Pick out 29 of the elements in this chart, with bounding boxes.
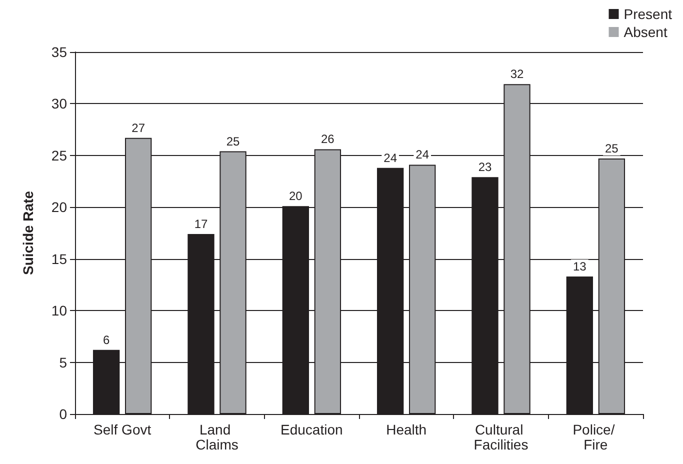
data-label: 24 [384,150,398,165]
y-tick-label: 20 [51,199,68,216]
data-label: 32 [510,67,524,82]
x-tick-label: Police/ Fire [572,422,619,452]
data-label: 6 [102,332,110,347]
data-label: 13 [572,259,587,274]
legend-label: Present [624,6,672,22]
x-tick-label: Self Govt [94,422,152,438]
data-label: 24 [416,148,430,162]
y-tick-label: 15 [51,250,68,267]
data-label: 23 [478,160,492,174]
data-label: 26 [320,132,335,146]
data-label: 27 [132,120,146,135]
y-tick-label: 5 [59,354,68,370]
data-label: 20 [288,189,303,204]
y-axis-title: Suicide Rate [20,190,36,276]
x-tick-label: Cultural Facilities [474,422,528,452]
data-label: 25 [226,134,240,148]
y-tick-label: 0 [59,406,68,422]
y-tick-label: 10 [51,302,68,319]
x-tick-label: Health [386,422,427,438]
y-tick-label: 35 [51,44,68,60]
x-tick-label: Land Claims [196,422,238,452]
y-tick-label: 25 [51,147,68,164]
y-tick-label: 30 [51,96,68,112]
data-label: 17 [194,217,208,232]
x-tick-label: Education [280,422,343,438]
legend-label: Absent [624,24,668,40]
data-label: 25 [604,142,619,156]
